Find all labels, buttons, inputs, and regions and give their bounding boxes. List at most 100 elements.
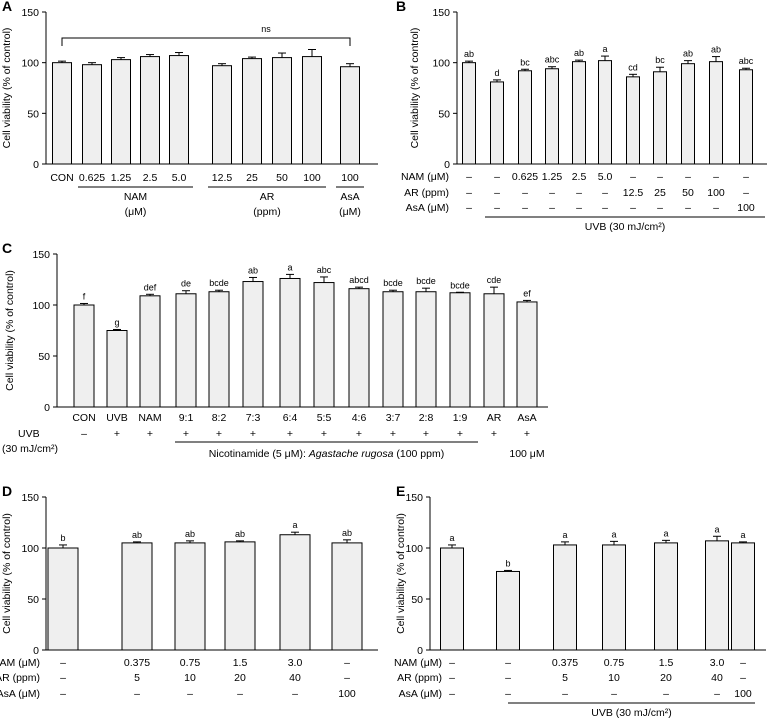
bar: [382, 291, 404, 408]
significance-letter: abc: [545, 55, 560, 65]
bar: [106, 330, 128, 408]
condition-cell: 5: [134, 672, 140, 684]
bar: [348, 288, 370, 408]
condition-cell: –: [743, 187, 749, 199]
condition-cell: –: [713, 171, 719, 183]
condition-cell: –: [237, 688, 243, 700]
y-tick-label: 100: [432, 58, 450, 70]
uvb-label: UVB (30 mJ/cm²): [585, 221, 666, 233]
uvb-sign: +: [183, 428, 189, 440]
condition-cell: –: [522, 202, 528, 214]
condition-cell: 2.5: [572, 171, 587, 183]
bar: [626, 76, 640, 165]
category-label: 100: [303, 172, 321, 184]
significance-letter: ab: [185, 529, 195, 539]
bar: [331, 542, 363, 651]
y-axis-label: Cell viability (% of control): [4, 270, 16, 391]
condition-cell: 20: [660, 672, 672, 684]
y-tick-label: 150: [21, 492, 39, 504]
bar: [496, 570, 520, 651]
category-label: 50: [276, 172, 288, 184]
category-label: 4:6: [352, 412, 367, 424]
significance-letter: b: [60, 533, 65, 543]
condition-row-label: AR (ppm): [404, 187, 449, 199]
uvb-sign: +: [524, 428, 530, 440]
condition-cell: –: [505, 657, 511, 669]
group-unit: (μM): [125, 206, 147, 218]
condition-cell: –: [494, 202, 500, 214]
significance-letter: ab: [683, 49, 693, 59]
bar: [440, 547, 464, 651]
category-label: 9:1: [179, 412, 194, 424]
significance-letter: bcde: [209, 278, 229, 288]
bar: [73, 304, 95, 408]
category-label: NAM: [138, 412, 161, 424]
panel-letter: A: [2, 0, 12, 14]
bar: [242, 281, 264, 408]
bar: [415, 291, 437, 408]
bar: [709, 61, 723, 165]
condition-cell: –: [663, 688, 669, 700]
condition-cell: –: [743, 171, 749, 183]
uvb-sign: +: [321, 428, 327, 440]
uvb-sign: +: [147, 428, 153, 440]
significance-letter: a: [562, 530, 567, 540]
significance-letter: bcde: [416, 276, 436, 286]
significance-letter: abc: [739, 56, 754, 66]
condition-cell: –: [344, 657, 350, 669]
condition-cell: 100: [338, 688, 356, 700]
y-tick-label: 50: [411, 594, 423, 606]
condition-cell: –: [449, 672, 455, 684]
bar: [140, 56, 160, 165]
condition-cell: 5.0: [598, 171, 613, 183]
significance-letter: bc: [520, 57, 530, 67]
bar: [739, 69, 753, 165]
uvb-sign: +: [250, 428, 256, 440]
condition-cell: –: [576, 202, 582, 214]
condition-cell: –: [657, 171, 663, 183]
condition-cell: –: [466, 187, 472, 199]
bar: [208, 291, 230, 408]
bar: [212, 65, 232, 165]
significance-letter: abc: [317, 265, 332, 275]
significance-letter: def: [144, 282, 157, 292]
panel-letter: B: [396, 0, 406, 14]
category-label: 0.625: [79, 172, 105, 184]
group-unit: (μM): [339, 206, 361, 218]
panel-letter: C: [2, 240, 12, 256]
significance-letter: a: [449, 533, 454, 543]
condition-row-label: AR (ppm): [397, 672, 442, 684]
ns-label: ns: [261, 24, 271, 34]
uvb-sign: +: [216, 428, 222, 440]
significance-letter: ab: [248, 265, 258, 275]
significance-letter: b: [505, 558, 510, 568]
condition-cell: –: [611, 688, 617, 700]
category-label: 2:8: [419, 412, 434, 424]
significance-letter: bcde: [383, 278, 403, 288]
significance-letter: a: [714, 524, 719, 534]
condition-cell: 0.625: [512, 171, 538, 183]
significance-letter: d: [494, 68, 499, 78]
condition-row-label: AsA (μM): [406, 202, 449, 214]
category-label: AsA: [517, 412, 536, 424]
category-label: 12.5: [212, 172, 233, 184]
y-tick-label: 50: [38, 351, 50, 363]
bar: [731, 542, 755, 651]
condition-cell: –: [522, 187, 528, 199]
condition-cell: –: [60, 657, 66, 669]
uvb-sign: +: [287, 428, 293, 440]
condition-row-label: NAM (μM): [394, 657, 442, 669]
bar: [654, 542, 678, 651]
category-label: 25: [246, 172, 258, 184]
uvb-sign: –: [81, 428, 87, 440]
y-tick-label: 100: [32, 300, 50, 312]
bar: [516, 301, 538, 408]
condition-cell: 5: [562, 672, 568, 684]
condition-cell: 100: [737, 202, 755, 214]
condition-cell: –: [292, 688, 298, 700]
uvb-sign: +: [423, 428, 429, 440]
condition-cell: –: [344, 672, 350, 684]
condition-cell: –: [449, 657, 455, 669]
significance-letter: a: [287, 262, 292, 272]
